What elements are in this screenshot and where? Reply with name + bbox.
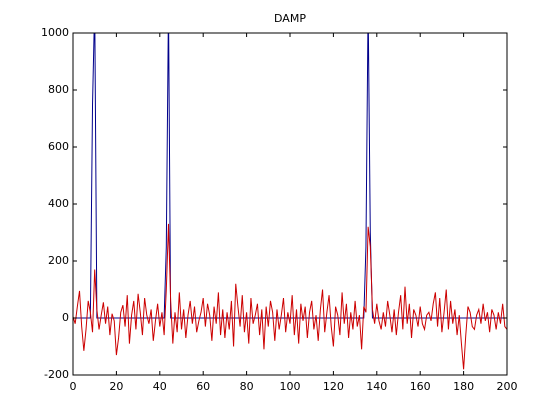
x-tick-label: 200 [497, 380, 518, 393]
x-tick-label: 40 [153, 380, 167, 393]
y-tick-label: -200 [44, 368, 69, 381]
plot-area [73, 33, 507, 370]
y-tick-label: 800 [48, 83, 69, 96]
chart-title: DAMP [274, 12, 306, 25]
x-tick-label: 180 [453, 380, 474, 393]
x-tick-label: 140 [366, 380, 387, 393]
x-tick-label: 20 [109, 380, 123, 393]
x-tick-label: 100 [280, 380, 301, 393]
x-tick-label: 120 [323, 380, 344, 393]
series-line [73, 223, 507, 370]
x-tick-label: 0 [70, 380, 77, 393]
y-tick-label: 0 [62, 311, 69, 324]
y-tick-label: 1000 [41, 26, 69, 39]
y-tick-label: 200 [48, 254, 69, 267]
x-tick-label: 60 [196, 380, 210, 393]
y-tick-label: 400 [48, 197, 69, 210]
x-tick-label: 160 [410, 380, 431, 393]
x-tick-label: 80 [240, 380, 254, 393]
y-tick-label: 600 [48, 140, 69, 153]
